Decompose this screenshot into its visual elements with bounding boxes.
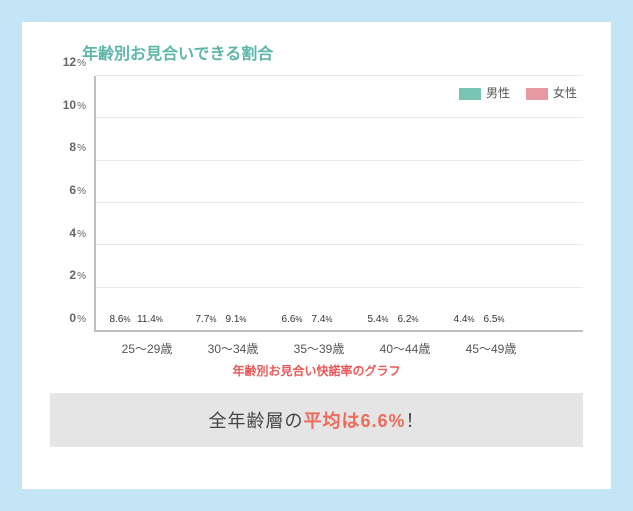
summary-suffix: ！ (406, 411, 425, 431)
chart-panel: 年齢別お見合いできる割合 0%2%4%6%8%10%12% 男性 女性 8.6%… (22, 22, 611, 489)
grid-line (96, 244, 583, 245)
summary-box: 全年齢層の平均は6.6%！ (50, 393, 583, 447)
x-label: 45～49歳 (448, 334, 534, 356)
grid-line (96, 117, 583, 118)
y-tick: 8% (69, 140, 86, 154)
y-tick: 0% (69, 311, 86, 325)
y-axis: 0%2%4%6%8%10%12% (50, 76, 92, 332)
x-label: 40～44歳 (362, 334, 448, 356)
grid-line (96, 287, 583, 288)
chart-title: 年齢別お見合いできる割合 (82, 40, 583, 64)
bar-value-label: 6.2% (397, 314, 418, 325)
bar-value-label: 6.6% (281, 314, 302, 325)
bar-value-label: 6.5% (483, 314, 504, 325)
bar-value-label: 7.4% (311, 314, 332, 325)
x-label: 25～29歳 (104, 334, 190, 356)
y-tick: 2% (69, 268, 86, 282)
bar-value-label: 8.6% (109, 314, 130, 325)
bar-value-label: 5.4% (367, 314, 388, 325)
grid-line (96, 202, 583, 203)
x-label: 35～39歳 (276, 334, 362, 356)
summary-prefix: 全年齢層の (208, 411, 303, 431)
plot-area: 男性 女性 8.6%11.4%7.7%9.1%6.6%7.4%5.4%6.2%4… (94, 76, 583, 332)
bar-value-label: 4.4% (453, 314, 474, 325)
chart-area: 0%2%4%6%8%10%12% 男性 女性 8.6%11.4%7.7%9.1%… (50, 76, 583, 356)
chart-caption: 年齢別お見合い快諾率のグラフ (50, 362, 583, 379)
y-tick: 10% (63, 98, 86, 112)
bar-value-label: 7.7% (195, 314, 216, 325)
bar-value-label: 9.1% (225, 314, 246, 325)
x-axis: 25～29歳30～34歳35～39歳40～44歳45～49歳 (94, 334, 583, 356)
grid-line (96, 160, 583, 161)
y-tick: 12% (63, 55, 86, 69)
x-label: 30～34歳 (190, 334, 276, 356)
bar-value-label: 11.4% (137, 314, 163, 325)
y-tick: 6% (69, 183, 86, 197)
y-tick: 4% (69, 226, 86, 240)
grid-line (96, 75, 583, 76)
bars-container: 8.6% 11.4% 7.7% 9.1% 6.6% 7.4% 5.4% 6.2% 4.4% 6.5… (96, 76, 583, 330)
summary-emphasis: 平均は6.6% (303, 411, 405, 431)
